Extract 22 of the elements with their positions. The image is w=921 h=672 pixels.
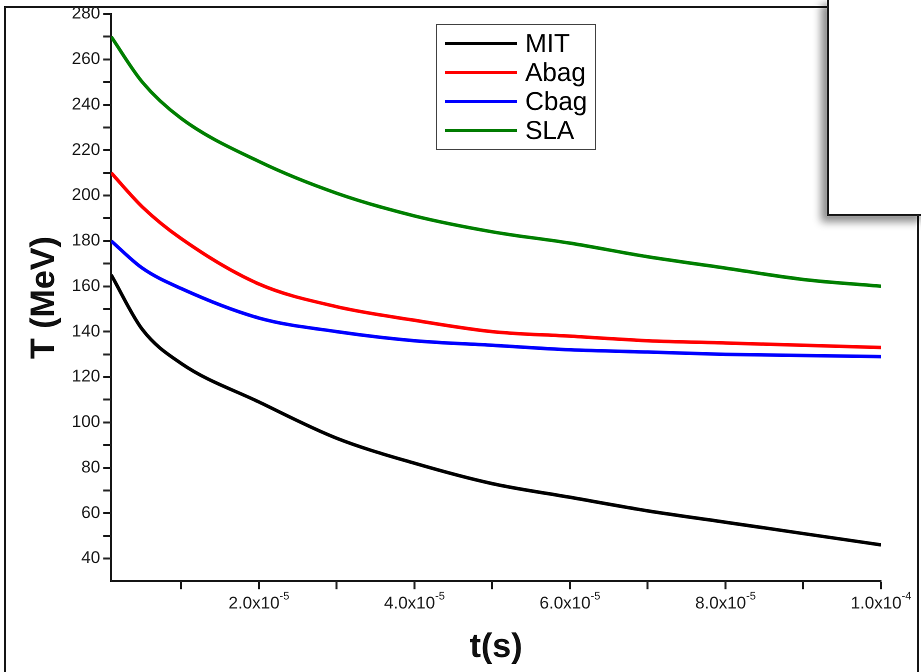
legend-label: Cbag: [525, 86, 588, 116]
y-tick-label: 60: [81, 502, 100, 522]
line-series: [111, 239, 881, 358]
y-tick-label: 260: [72, 49, 100, 68]
legend-label: SLA: [525, 115, 574, 145]
line-series: [111, 34, 881, 288]
y-tick-label: 160: [72, 276, 100, 295]
y-tick-label: 80: [81, 457, 100, 476]
legend-label: MIT: [525, 28, 570, 58]
y-tick-label: 180: [72, 230, 100, 250]
legend-label: Abag: [525, 57, 586, 87]
y-tick-label: 100: [72, 412, 100, 432]
y-axis-title: T (MeV): [24, 236, 62, 359]
y-tick-label: 240: [72, 94, 100, 114]
x-axis-title: t(s): [470, 626, 523, 665]
y-tick-label: 220: [72, 140, 100, 159]
y-tick-label: 200: [72, 185, 100, 204]
y-tick-label: 120: [72, 366, 100, 386]
line-series: [111, 273, 881, 547]
y-tick-label: 140: [72, 321, 100, 340]
y-tick-label: 40: [81, 548, 100, 568]
line-series: [111, 171, 881, 350]
